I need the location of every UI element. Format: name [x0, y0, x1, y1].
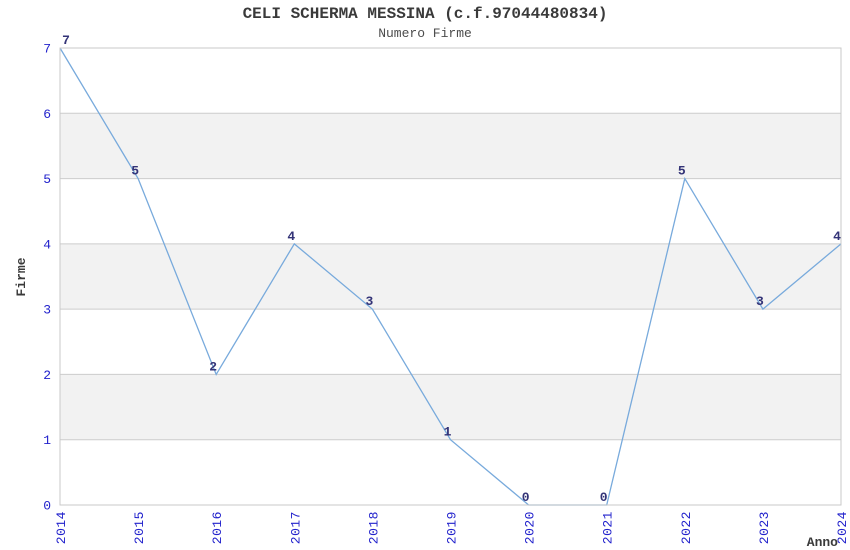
y-tick-label: 6: [43, 107, 51, 122]
background-bands: [60, 113, 841, 440]
x-tick-label: 2017: [288, 511, 303, 544]
data-point-label: 3: [365, 294, 373, 309]
y-tick-label: 1: [43, 433, 51, 448]
y-tick-label: 2: [43, 368, 51, 383]
x-tick-label: 2014: [54, 511, 69, 544]
x-tick-label: 2021: [601, 511, 616, 544]
chart-title: CELI SCHERMA MESSINA (c.f.97044480834): [242, 5, 608, 23]
y-tick-label: 4: [43, 237, 51, 252]
data-point-label: 2: [209, 359, 217, 374]
x-tick-label: 2024: [835, 511, 850, 544]
data-point-label: 3: [756, 294, 764, 309]
y-tick-label: 7: [43, 42, 51, 57]
data-point-labels: 7 5 2 4 3 1 0 0 5 3 4: [62, 33, 841, 505]
data-point-label: 0: [600, 490, 608, 505]
x-tick-labels: 2014 2015 2016 2017 2018 2019 2020 2021 2022 2023…: [54, 511, 850, 544]
data-point-label: 4: [287, 229, 295, 244]
plot-border: [59, 47, 842, 506]
x-tick-label: 2015: [132, 511, 147, 544]
chart-subtitle: Numero Firme: [378, 26, 472, 41]
data-point-label: 7: [62, 33, 70, 48]
x-tick-label: 2019: [445, 511, 460, 544]
y-tick-label: 0: [43, 499, 51, 514]
data-point-label: 5: [678, 164, 686, 179]
y-axis-label: Firme: [14, 257, 29, 296]
x-tick-label: 2018: [366, 511, 381, 544]
band: [60, 374, 841, 440]
data-point-label: 5: [131, 164, 139, 179]
y-tick-labels: 0 1 2 3 4 5 6 7: [43, 42, 51, 514]
x-tick-label: 2016: [210, 511, 225, 544]
y-tick-label: 3: [43, 303, 51, 318]
line-series: [59, 47, 842, 506]
band: [60, 243, 841, 310]
data-point-label: 0: [522, 490, 530, 505]
y-tick-label: 5: [43, 172, 51, 187]
x-tick-label: 2020: [523, 511, 538, 544]
x-tick-label: 2022: [679, 511, 694, 544]
x-tick-label: 2023: [757, 511, 772, 544]
data-point-label: 1: [444, 425, 452, 440]
x-axis-label: Anno: [807, 535, 838, 550]
data-point-label: 4: [833, 229, 841, 244]
band: [60, 113, 841, 179]
